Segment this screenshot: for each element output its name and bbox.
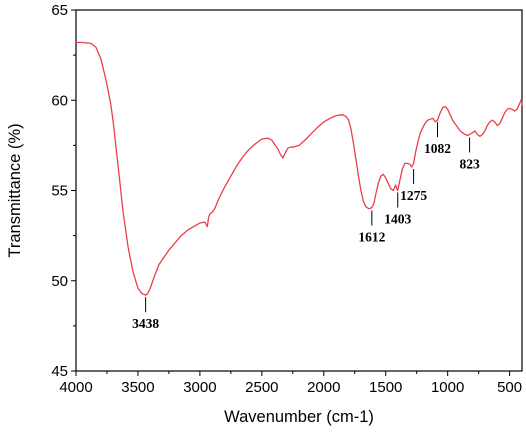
x-axis-title: Wavenumber (cm-1) bbox=[224, 408, 374, 426]
series-layer bbox=[76, 41, 523, 296]
y-tick-label: 45 bbox=[51, 363, 68, 380]
spectrum-line bbox=[76, 41, 523, 296]
x-tick-label: 1000 bbox=[431, 379, 464, 396]
peak-label: 1082 bbox=[424, 141, 451, 156]
y-tick-label: 65 bbox=[51, 2, 68, 19]
x-tick-label: 2000 bbox=[307, 379, 340, 396]
peak-label: 3438 bbox=[132, 316, 159, 331]
annotations: 3438 1612 1403 1275 1082 823 bbox=[132, 122, 480, 331]
y-axis-title: Transmittance (%) bbox=[6, 123, 24, 257]
x-tick-label: 3000 bbox=[183, 379, 216, 396]
y-axis: 45 50 55 60 65 bbox=[51, 2, 76, 380]
y-tick-label: 50 bbox=[51, 273, 68, 290]
peak-label: 1403 bbox=[384, 212, 411, 227]
x-tick-label: 3500 bbox=[121, 379, 154, 396]
x-tick-label: 500 bbox=[497, 379, 522, 396]
y-tick-label: 55 bbox=[51, 183, 68, 200]
x-axis: 4000 3500 3000 2500 2000 1500 1000 500 bbox=[59, 371, 522, 396]
peak-label: 823 bbox=[459, 156, 480, 171]
peak-label: 1612 bbox=[358, 230, 385, 245]
x-tick-label: 4000 bbox=[59, 379, 92, 396]
peak-label: 1275 bbox=[400, 188, 427, 203]
x-tick-label: 1500 bbox=[369, 379, 402, 396]
x-tick-label: 2500 bbox=[245, 379, 278, 396]
y-tick-label: 60 bbox=[51, 92, 68, 109]
